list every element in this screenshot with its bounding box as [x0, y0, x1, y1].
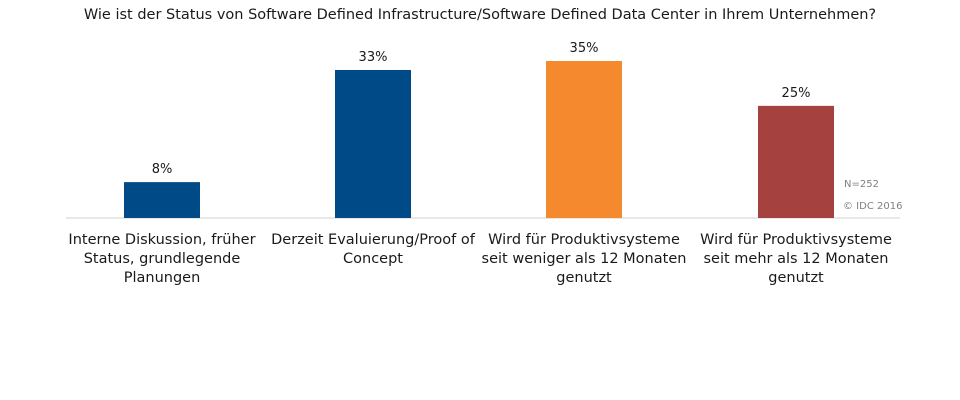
category-label-4-line-3: genutzt [768, 270, 824, 286]
category-label-3-line-1: Wird für Produktivsysteme [488, 232, 680, 248]
category-label-3-line-3: genutzt [556, 270, 612, 286]
category-label-4-line-1: Wird für Produktivsysteme [700, 232, 892, 248]
data-label-1: 8% [152, 162, 173, 177]
category-label-1-line-3: Planungen [124, 270, 201, 286]
data-label-3: 35% [570, 41, 599, 56]
chart-title: Wie ist der Status von Software Defined … [83, 7, 877, 23]
bars-group [124, 61, 834, 218]
sample-size-note: N=252 [844, 179, 879, 190]
category-label-3-line-2: seit weniger als 12 Monaten [482, 251, 687, 267]
bar-2 [335, 69, 411, 218]
data-label-4: 25% [782, 86, 811, 101]
bar-4 [758, 105, 834, 218]
data-labels-group: 8% 33% 35% 25% [152, 41, 811, 177]
category-label-4-line-2: seit mehr als 12 Monaten [704, 251, 889, 267]
category-labels-group: Interne Diskussion, früher Status, grundl… [68, 232, 892, 286]
category-label-2-line-2: Concept [343, 251, 403, 267]
category-label-2-line-1: Derzeit Evaluierung/Proof of [271, 232, 476, 248]
bar-1 [124, 182, 200, 218]
source-note: © IDC 2016 [843, 201, 903, 212]
data-label-2: 33% [359, 50, 388, 65]
category-label-1-line-1: Interne Diskussion, früher [68, 232, 255, 248]
category-label-1-line-2: Status, grundlegende [84, 251, 241, 267]
bar-3 [546, 61, 622, 218]
